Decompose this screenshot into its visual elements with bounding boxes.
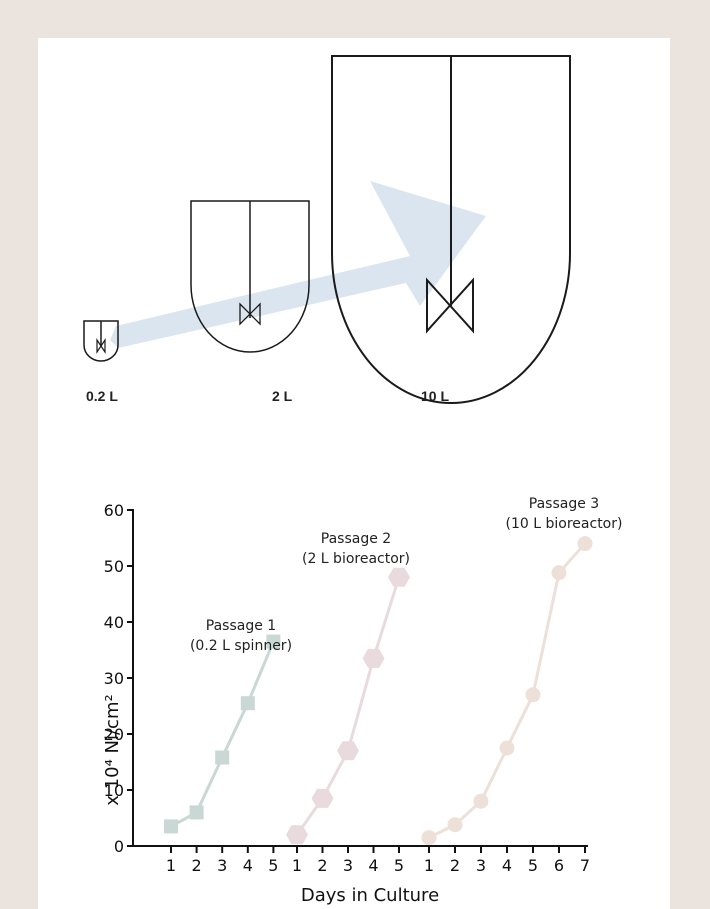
y-tick-label: 60 (104, 501, 124, 520)
x-tick-label: 5 (528, 856, 538, 875)
vessel-10L (331, 55, 571, 405)
growth-chart: x 10⁴ Ni/cm² Days in Culture 0 10 20 30 40 50… (102, 496, 622, 906)
data-point-circle (499, 740, 515, 756)
y-tick-label: 50 (104, 557, 124, 576)
x-tick-label: 6 (554, 856, 564, 875)
vessel-0.2L (83, 320, 119, 362)
vessel-label-0.2L: 0.2 L (86, 388, 118, 404)
vessel-diagram: 0.2 L 2 L 10 L (83, 55, 571, 405)
series-annotation-2: Passage 2 (321, 531, 391, 547)
data-point-hexagon (337, 741, 359, 761)
data-point-circle (447, 817, 463, 833)
data-point-square (215, 750, 230, 765)
series-annotation-1: Passage 1 (206, 618, 276, 634)
data-point-circle (525, 687, 541, 703)
series-annotation-1: (0.2 L spinner) (190, 638, 292, 654)
x-tick-label: 2 (317, 856, 327, 875)
vessel-2L (190, 200, 310, 353)
data-point-circle (473, 793, 489, 809)
vessel-label-10L: 10 L (421, 388, 449, 404)
data-point-hexagon (286, 825, 308, 845)
series-line-2 (295, 576, 401, 836)
x-tick-label: 3 (476, 856, 486, 875)
scale-up-arrow (110, 181, 486, 348)
x-tick-label: 4 (502, 856, 512, 875)
data-point-circle (421, 830, 437, 846)
x-tick-label: 1 (166, 856, 176, 875)
x-axis-title: Days in Culture (301, 885, 439, 906)
y-tick-label: 30 (104, 669, 124, 688)
x-tick-label: 4 (368, 856, 378, 875)
series-line-1 (170, 641, 275, 828)
impeller-icon (96, 338, 106, 354)
x-tick-label: 5 (268, 856, 278, 875)
series-annotation-3: Passage 3 (529, 496, 599, 512)
x-tick-label: 3 (343, 856, 353, 875)
y-tick-label: 20 (104, 725, 124, 744)
data-point-square (189, 805, 204, 820)
x-tick-label: 2 (450, 856, 460, 875)
data-point-circle (577, 536, 593, 552)
figure-panel: 0.2 L 2 L 10 L x 10⁴ Ni/cm² Days in Cult… (38, 38, 670, 909)
data-point-square (164, 819, 178, 834)
x-tick-label: 4 (243, 856, 253, 875)
y-tick-label: 40 (104, 613, 124, 632)
series-line-3 (428, 542, 587, 839)
series-annotation-3: (10 L bioreactor) (506, 516, 623, 532)
data-point-hexagon (311, 788, 334, 808)
data-point-circle (551, 565, 567, 581)
y-tick-label: 0 (114, 837, 124, 856)
x-tick-label: 5 (394, 856, 404, 875)
x-tick-label: 1 (292, 856, 302, 875)
x-tick-label: 3 (217, 856, 227, 875)
data-point-hexagon (388, 567, 410, 587)
impeller-icon (426, 277, 474, 334)
y-axis-title: x 10⁴ Ni/cm² (102, 694, 123, 805)
data-point-square (240, 696, 255, 711)
x-tick-label: 1 (424, 856, 434, 875)
data-point-square (266, 634, 281, 649)
data-point-hexagon (362, 648, 385, 668)
series-annotation-2: (2 L bioreactor) (302, 551, 410, 567)
x-tick-label: 7 (580, 856, 590, 875)
figure-canvas: 0.2 L 2 L 10 L x 10⁴ Ni/cm² Days in Cult… (83, 55, 622, 906)
x-tick-label: 2 (192, 856, 202, 875)
impeller-icon (239, 302, 261, 326)
y-tick-label: 10 (104, 781, 124, 800)
vessel-label-2L: 2 L (272, 388, 293, 404)
